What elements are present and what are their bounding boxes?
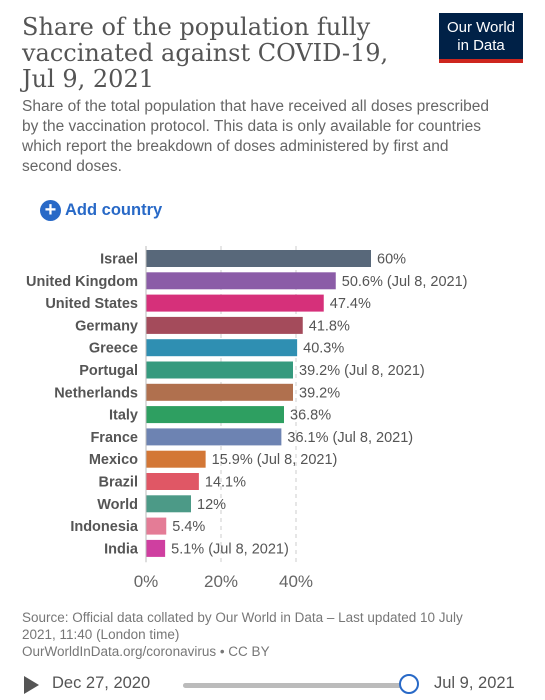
- data-label: 47.4%: [330, 296, 371, 312]
- timeline-start-label: Dec 27, 2020: [52, 674, 151, 692]
- title-line-3: Jul 9, 2021: [22, 65, 154, 93]
- data-label: 39.2%: [299, 385, 340, 401]
- logo-line-2: in Data: [457, 37, 505, 54]
- data-label: 5.1% (Jul 8, 2021): [171, 541, 289, 557]
- add-country-button[interactable]: + Add country: [40, 199, 162, 221]
- data-label: 39.2% (Jul 8, 2021): [299, 363, 425, 379]
- bar: [146, 517, 167, 535]
- category-label: Israel: [100, 252, 138, 268]
- bar: [146, 428, 282, 446]
- bar: [146, 361, 293, 379]
- category-label: India: [104, 541, 139, 557]
- source-line-1: Source: Official data collated by Our Wo…: [22, 610, 463, 625]
- play-icon[interactable]: [24, 676, 39, 694]
- tick-label: 0%: [134, 572, 159, 591]
- category-label: Italy: [109, 408, 138, 424]
- bar: [146, 450, 206, 468]
- tick-label: 20%: [204, 572, 238, 591]
- plus-icon: +: [40, 199, 61, 221]
- data-label: 36.1% (Jul 8, 2021): [287, 430, 413, 446]
- logo-line-1: Our World: [446, 19, 516, 36]
- bar: [146, 539, 166, 557]
- bar: [146, 316, 303, 334]
- timeline-handle[interactable]: [399, 674, 419, 694]
- category-label: Germany: [75, 318, 138, 334]
- data-label: 5.4%: [172, 519, 205, 535]
- category-label: United States: [45, 296, 138, 312]
- category-label: Brazil: [99, 475, 139, 491]
- timeline: Dec 27, 2020 Jul 9, 2021: [0, 671, 545, 699]
- title-line-1: Share of the population fully: [22, 13, 371, 41]
- timeline-track-fill: [183, 683, 407, 688]
- data-label: 41.8%: [309, 318, 350, 334]
- title-line-2: vaccinated against COVID-19,: [22, 39, 389, 67]
- owid-logo[interactable]: Our World in Data: [439, 13, 523, 63]
- bar: [146, 250, 371, 267]
- bar: [146, 272, 336, 290]
- category-label: Portugal: [79, 363, 138, 379]
- timeline-track[interactable]: [183, 683, 407, 688]
- category-label: Netherlands: [54, 385, 138, 401]
- category-label: United Kingdom: [26, 274, 138, 290]
- data-label: 15.9% (Jul 8, 2021): [212, 452, 338, 468]
- chart-title: Share of the population fully vaccinated…: [22, 14, 422, 92]
- source-note: Source: Official data collated by Our Wo…: [22, 609, 522, 660]
- bar: [146, 495, 191, 513]
- data-label: 60%: [377, 252, 406, 268]
- data-label: 50.6% (Jul 8, 2021): [342, 274, 468, 290]
- bar: [146, 406, 284, 424]
- bar: [146, 383, 293, 401]
- data-label: 40.3%: [303, 341, 344, 357]
- bar: [146, 294, 324, 312]
- category-label: Mexico: [89, 452, 138, 468]
- bar: [146, 473, 199, 490]
- data-label: 12%: [197, 497, 226, 513]
- category-label: Indonesia: [70, 519, 139, 535]
- data-label: 36.8%: [290, 408, 331, 424]
- tick-label: 40%: [279, 572, 313, 591]
- source-line-3[interactable]: OurWorldInData.org/coronavirus • CC BY: [22, 644, 270, 659]
- category-label: France: [90, 430, 138, 446]
- timeline-end-label: Jul 9, 2021: [434, 674, 515, 692]
- chart-subtitle: Share of the total population that have …: [22, 98, 490, 175]
- category-label: World: [97, 497, 138, 513]
- source-line-2: 2021, 11:40 (London time): [22, 627, 180, 642]
- bar: [146, 339, 298, 357]
- data-label: 14.1%: [205, 475, 246, 491]
- bar-chart: Israel 60% United Kingdom 50.6% (Jul 8, 202…: [26, 246, 468, 591]
- category-label: Greece: [89, 341, 138, 357]
- add-country-label: Add country: [65, 200, 163, 219]
